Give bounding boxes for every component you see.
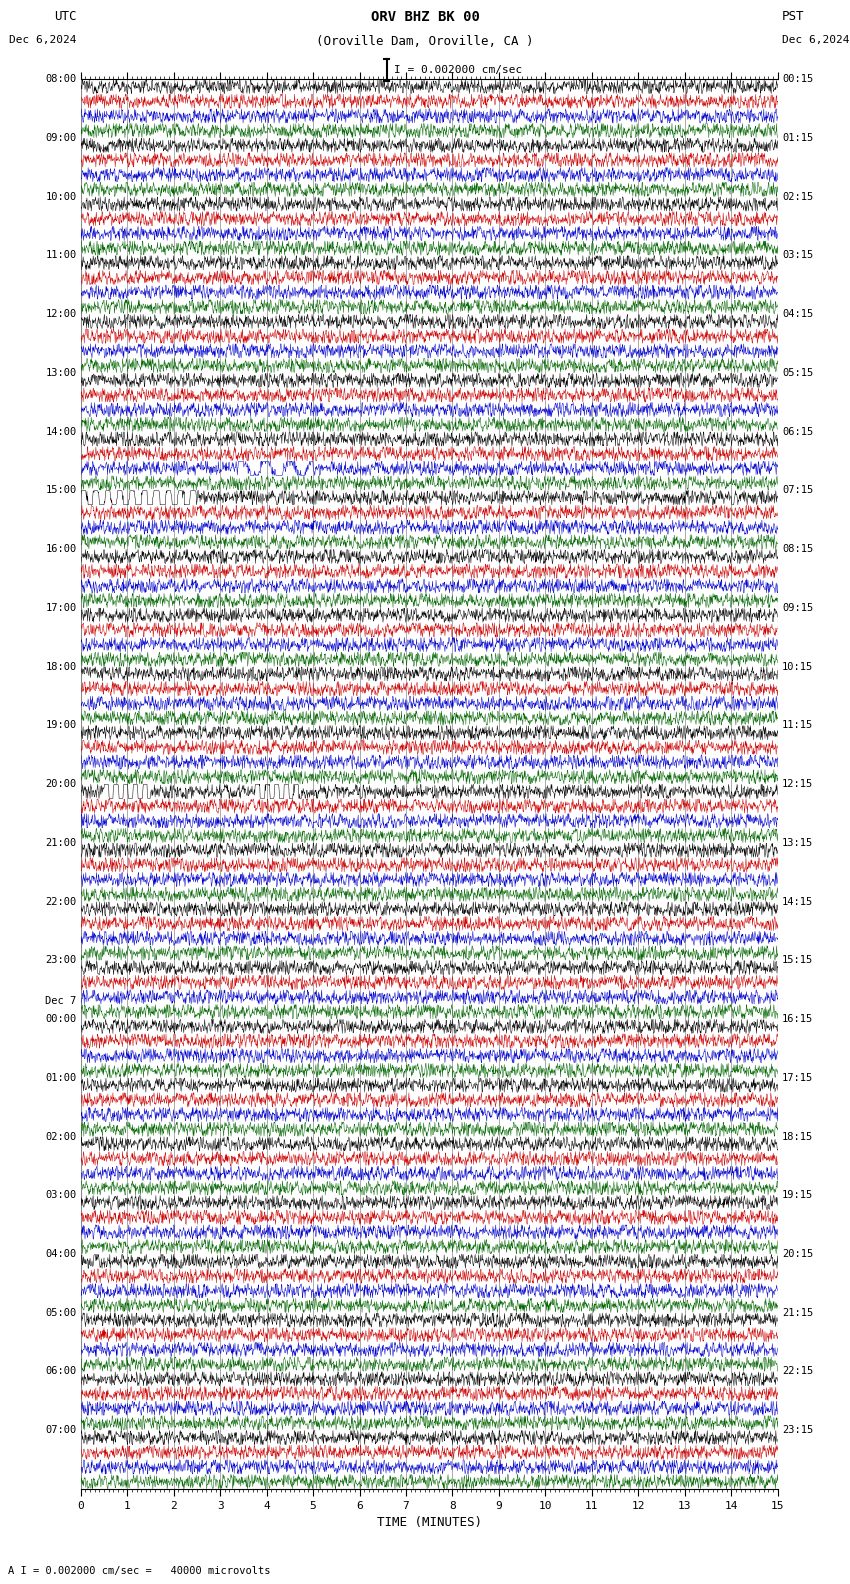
Text: 01:00: 01:00	[45, 1072, 76, 1083]
Text: 12:00: 12:00	[45, 309, 76, 318]
Text: 13:00: 13:00	[45, 367, 76, 379]
Text: 13:15: 13:15	[782, 838, 813, 847]
Text: 09:15: 09:15	[782, 604, 813, 613]
Text: 11:15: 11:15	[782, 721, 813, 730]
Text: 11:00: 11:00	[45, 250, 76, 260]
Text: 14:15: 14:15	[782, 897, 813, 906]
Text: Dec 7: Dec 7	[45, 996, 76, 1006]
Text: PST: PST	[782, 10, 804, 22]
Text: 15:00: 15:00	[45, 485, 76, 496]
Text: 17:15: 17:15	[782, 1072, 813, 1083]
Text: 19:00: 19:00	[45, 721, 76, 730]
Text: Dec 6,2024: Dec 6,2024	[9, 35, 76, 44]
Text: I = 0.002000 cm/sec: I = 0.002000 cm/sec	[394, 65, 522, 74]
Text: 00:15: 00:15	[782, 74, 813, 84]
Text: 14:00: 14:00	[45, 426, 76, 437]
Text: 07:15: 07:15	[782, 485, 813, 496]
Text: 08:15: 08:15	[782, 545, 813, 554]
Text: A I = 0.002000 cm/sec =   40000 microvolts: A I = 0.002000 cm/sec = 40000 microvolts	[8, 1567, 271, 1576]
Text: 00:00: 00:00	[45, 1014, 76, 1023]
Text: (Oroville Dam, Oroville, CA ): (Oroville Dam, Oroville, CA )	[316, 35, 534, 48]
Text: Dec 6,2024: Dec 6,2024	[782, 35, 849, 44]
Text: 16:15: 16:15	[782, 1014, 813, 1023]
Text: 06:15: 06:15	[782, 426, 813, 437]
Text: 15:15: 15:15	[782, 955, 813, 965]
Text: 19:15: 19:15	[782, 1190, 813, 1201]
Text: 21:00: 21:00	[45, 838, 76, 847]
Text: 23:15: 23:15	[782, 1426, 813, 1435]
Text: 06:00: 06:00	[45, 1367, 76, 1376]
Text: 18:00: 18:00	[45, 662, 76, 672]
Text: 03:00: 03:00	[45, 1190, 76, 1201]
Text: 20:00: 20:00	[45, 779, 76, 789]
Text: 09:00: 09:00	[45, 133, 76, 143]
Text: 10:00: 10:00	[45, 192, 76, 201]
Text: 04:15: 04:15	[782, 309, 813, 318]
X-axis label: TIME (MINUTES): TIME (MINUTES)	[377, 1516, 482, 1529]
Text: 02:00: 02:00	[45, 1131, 76, 1142]
Text: UTC: UTC	[54, 10, 76, 22]
Text: 04:00: 04:00	[45, 1250, 76, 1259]
Text: 05:00: 05:00	[45, 1308, 76, 1318]
Text: ORV BHZ BK 00: ORV BHZ BK 00	[371, 10, 479, 24]
Text: 17:00: 17:00	[45, 604, 76, 613]
Text: 03:15: 03:15	[782, 250, 813, 260]
Text: 05:15: 05:15	[782, 367, 813, 379]
Text: 01:15: 01:15	[782, 133, 813, 143]
Text: 10:15: 10:15	[782, 662, 813, 672]
Text: 22:15: 22:15	[782, 1367, 813, 1376]
Text: 08:00: 08:00	[45, 74, 76, 84]
Text: 22:00: 22:00	[45, 897, 76, 906]
Text: 12:15: 12:15	[782, 779, 813, 789]
Text: 18:15: 18:15	[782, 1131, 813, 1142]
Text: 02:15: 02:15	[782, 192, 813, 201]
Text: 07:00: 07:00	[45, 1426, 76, 1435]
Text: 23:00: 23:00	[45, 955, 76, 965]
Text: 16:00: 16:00	[45, 545, 76, 554]
Text: 20:15: 20:15	[782, 1250, 813, 1259]
Text: 21:15: 21:15	[782, 1308, 813, 1318]
